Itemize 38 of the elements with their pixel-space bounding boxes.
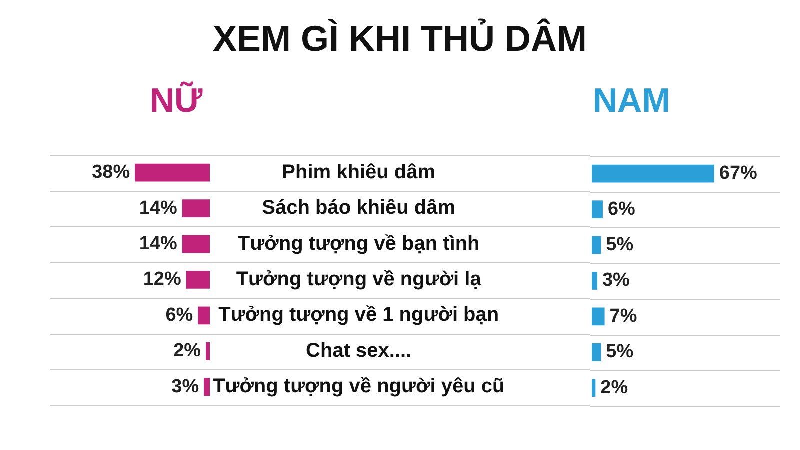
series-label: NAM	[593, 82, 670, 121]
data-label: 6%	[608, 198, 636, 220]
bar	[186, 271, 210, 289]
data-label: 14%	[139, 198, 178, 219]
bar	[206, 342, 210, 360]
data-label: 3%	[602, 270, 630, 292]
data-label: 2%	[174, 340, 202, 362]
data-label: 7%	[610, 306, 638, 327]
data-label: 12%	[143, 269, 182, 290]
bar	[592, 308, 605, 326]
bar	[182, 235, 210, 254]
data-label: 6%	[166, 304, 194, 326]
bar	[592, 200, 603, 218]
data-label: 5%	[606, 342, 634, 363]
y-tick-label: Phim khiêu dâm	[282, 161, 436, 184]
data-label: 5%	[606, 234, 634, 256]
data-label: 2%	[600, 377, 628, 398]
y-tick-label: Tưởng tượng về người lạ	[236, 268, 482, 291]
bar	[592, 164, 714, 183]
data-label: 14%	[139, 234, 178, 255]
y-tick-label: Tưởng tượng về người yêu cũ	[213, 376, 505, 398]
bar	[592, 272, 598, 290]
bar	[198, 306, 210, 325]
y-tick-label: Tưởng tượng về bạn tình	[238, 232, 480, 255]
y-tick-label: Sách báo khiêu dâm	[262, 197, 456, 220]
y-tick-label: Chat sex....	[306, 340, 412, 362]
y-tick-label: Tưởng tượng về 1 người bạn	[218, 304, 500, 326]
bar	[592, 236, 602, 254]
series-label: NỮ	[150, 82, 203, 121]
bar	[135, 164, 210, 182]
bar	[592, 344, 602, 362]
bar	[592, 379, 596, 398]
bar	[204, 378, 210, 396]
bar	[182, 200, 210, 218]
data-label: 67%	[719, 163, 758, 184]
text: XEM GÌ KHI THỦ DÂM	[212, 18, 588, 60]
data-label: 3%	[172, 376, 200, 398]
data-label: 38%	[92, 162, 130, 184]
